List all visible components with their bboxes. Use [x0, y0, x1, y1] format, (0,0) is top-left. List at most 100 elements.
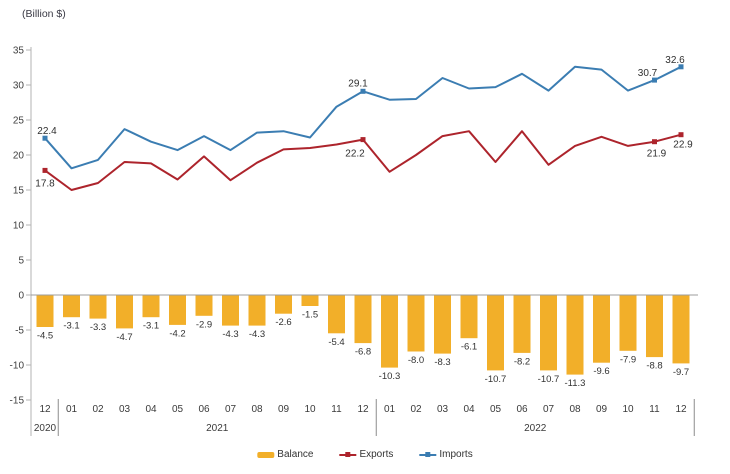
y-axis-tick-label: -15: [10, 396, 25, 407]
legend-label-balance: Balance: [277, 449, 314, 460]
exports-point-marker: [678, 132, 684, 138]
balance-bar-label: -3.1: [143, 321, 159, 332]
chart-legend: Balance Exports Imports: [257, 449, 473, 460]
month-label: 06: [516, 404, 528, 415]
month-label: 05: [490, 404, 502, 415]
y-axis-tick-label: 15: [13, 186, 25, 197]
month-label: 07: [543, 404, 555, 415]
balance-bar: [487, 295, 504, 371]
balance-bar-label: -3.1: [63, 321, 79, 332]
y-axis-tick-label: 10: [13, 221, 25, 232]
month-label: 12: [357, 404, 369, 415]
balance-bar: [195, 295, 213, 316]
balance-bar-label: -11.3: [565, 378, 586, 389]
balance-bar: [89, 295, 107, 319]
balance-bar: [301, 295, 319, 306]
month-label: 03: [119, 404, 131, 415]
balance-bar-label: -8.2: [514, 356, 530, 367]
balance-bar: [142, 295, 160, 318]
balance-bar-label: -2.9: [196, 319, 212, 330]
y-axis-tick-label: 0: [18, 291, 24, 302]
year-label: 2021: [206, 423, 229, 434]
y-axis-tick-label: -10: [10, 361, 25, 372]
balance-bar: [63, 295, 80, 318]
exports-value-label: 17.8: [35, 178, 55, 189]
imports-point-marker: [42, 135, 48, 141]
month-label: 01: [66, 404, 78, 415]
year-label: 2020: [34, 423, 57, 434]
balance-bar-label: -4.3: [222, 329, 238, 340]
legend-item-exports: Exports: [339, 449, 393, 460]
balance-swatch-icon: [257, 451, 275, 458]
balance-bar: [646, 295, 663, 358]
balance-bar: [434, 295, 451, 354]
imports-value-label: 32.6: [665, 55, 685, 66]
balance-bar: [222, 295, 239, 326]
balance-bar: [328, 295, 345, 334]
balance-bar: [275, 295, 292, 314]
month-label: 08: [251, 404, 263, 415]
balance-bar: [381, 295, 398, 368]
balance-bar: [354, 295, 372, 344]
y-axis-tick-label: 5: [18, 256, 24, 267]
exports-point-marker: [360, 137, 366, 143]
month-label: 01: [384, 404, 396, 415]
balance-bar-label: -4.3: [249, 329, 265, 340]
balance-bar-label: -4.2: [169, 328, 185, 339]
balance-bar: [116, 295, 133, 329]
balance-bar: [619, 295, 637, 351]
imports-value-label: 30.7: [638, 68, 658, 79]
y-axis-tick-label: 30: [13, 81, 25, 92]
balance-bar-label: -9.7: [673, 367, 689, 378]
imports-point-marker: [652, 77, 657, 83]
y-axis-tick-label: 20: [13, 151, 25, 162]
exports-value-label: 21.9: [647, 149, 667, 160]
legend-item-imports: Imports: [419, 449, 473, 460]
balance-bar-label: -9.6: [593, 366, 609, 377]
month-label: 09: [278, 404, 290, 415]
month-label: 04: [145, 404, 157, 415]
legend-label-imports: Imports: [439, 449, 473, 460]
balance-bar-label: -10.7: [485, 374, 507, 385]
balance-bar: [169, 295, 186, 325]
month-label: 02: [92, 404, 104, 415]
balance-bar-label: -6.8: [355, 347, 371, 358]
month-label: 12: [675, 404, 687, 415]
month-label: 03: [437, 404, 449, 415]
month-label: 10: [304, 404, 316, 415]
legend-label-exports: Exports: [359, 449, 394, 460]
imports-point-marker: [360, 88, 366, 94]
balance-bar-label: -6.1: [461, 342, 477, 353]
balance-bar-label: -10.3: [379, 371, 401, 382]
balance-bar-label: -8.0: [408, 355, 424, 366]
exports-point-marker: [652, 139, 657, 145]
balance-bar-label: -1.5: [302, 310, 318, 321]
exports-value-label: 22.2: [345, 149, 365, 160]
balance-bar: [593, 295, 610, 363]
balance-bar: [36, 295, 54, 327]
exports-point-marker: [42, 167, 48, 173]
month-label: 06: [198, 404, 210, 415]
balance-bar-label: -5.4: [328, 337, 344, 348]
balance-bar: [672, 295, 690, 364]
month-label: 09: [596, 404, 608, 415]
month-label: 11: [649, 404, 660, 415]
balance-bar-label: -3.3: [90, 322, 106, 333]
balance-bar-label: -4.5: [37, 331, 53, 342]
balance-bar-label: -8.8: [646, 361, 662, 372]
balance-bar-label: -8.3: [434, 357, 450, 368]
balance-bar: [407, 295, 425, 352]
balance-bar: [566, 295, 584, 375]
balance-bar: [540, 295, 557, 371]
imports-point-marker: [678, 64, 684, 70]
month-label: 12: [39, 404, 51, 415]
y-axis-tick-label: -5: [15, 326, 24, 337]
year-label: 2022: [524, 423, 547, 434]
month-label: 04: [463, 404, 475, 415]
imports-value-label: 29.1: [348, 78, 368, 89]
legend-item-balance: Balance: [257, 449, 313, 460]
month-label: 11: [331, 404, 342, 415]
balance-bar-label: -10.7: [538, 374, 560, 385]
balance-bar: [460, 295, 478, 339]
